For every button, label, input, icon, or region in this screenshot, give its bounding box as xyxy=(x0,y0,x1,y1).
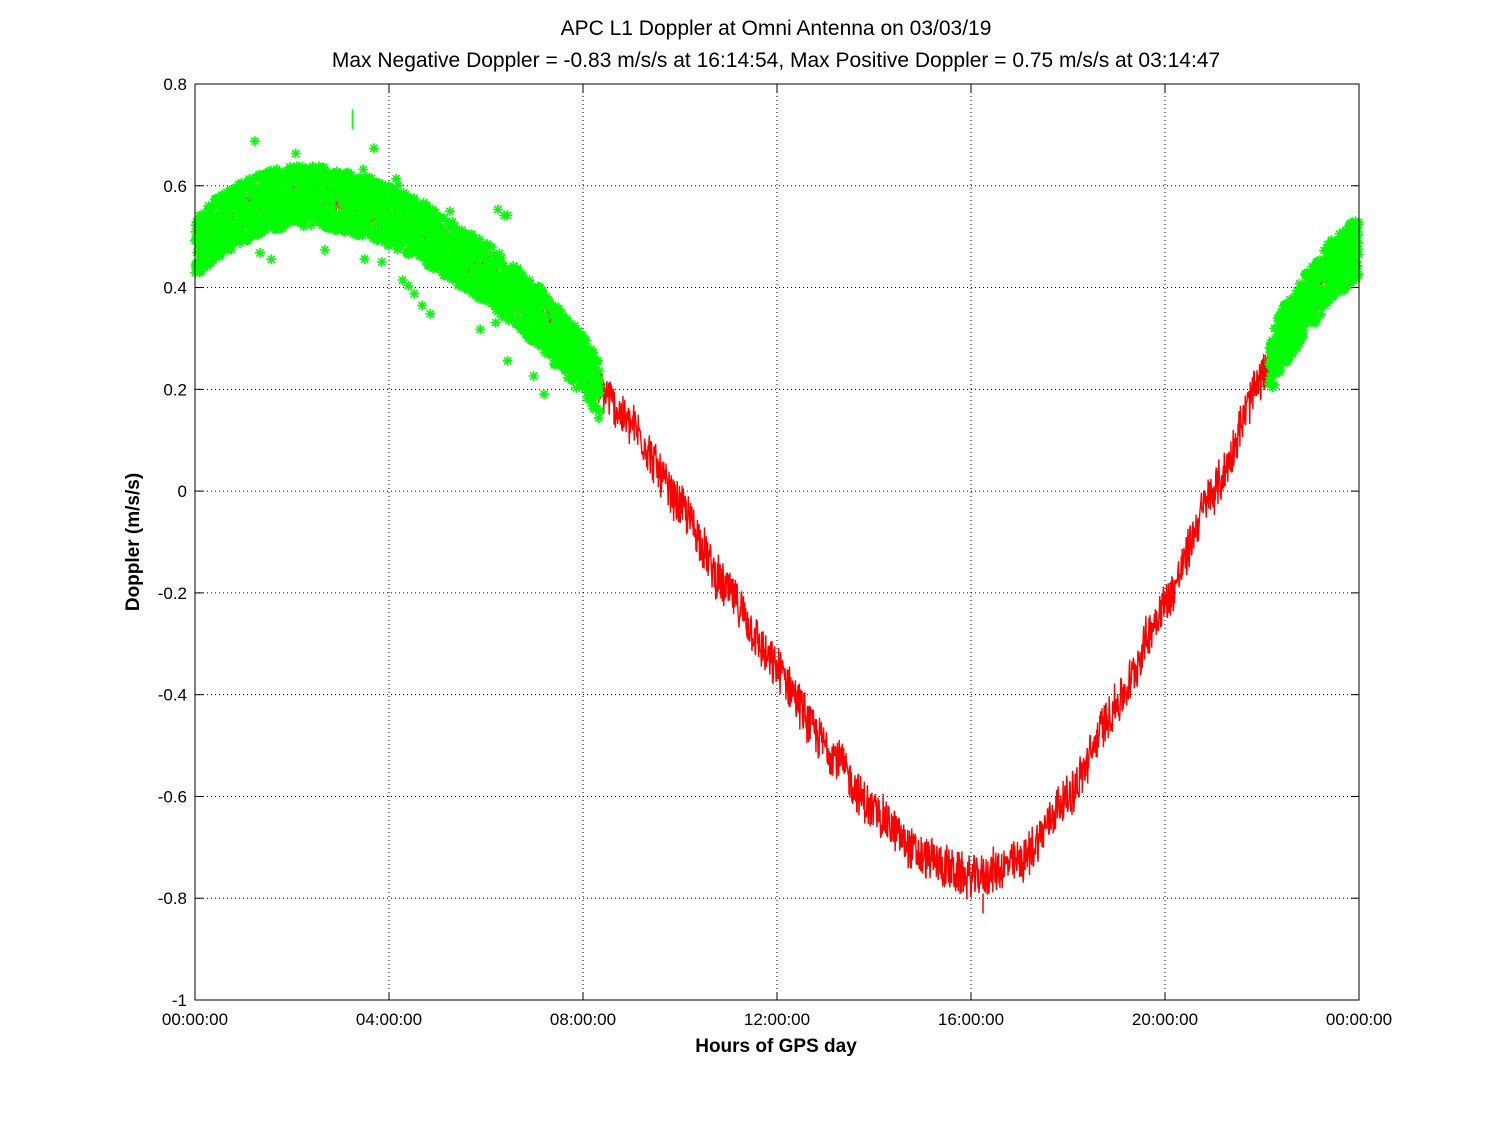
x-tick-label: 00:00:00 xyxy=(1326,1010,1392,1029)
y-tick-label: 0.4 xyxy=(163,279,187,298)
x-axis-label: Hours of GPS day xyxy=(695,1036,857,1057)
x-tick-label: 04:00:00 xyxy=(356,1010,422,1029)
axis-ticks: 00:00:00 04:00:00 08:00:00 12:00:00 16:00:00… xyxy=(158,75,1392,1029)
y-tick-label: -0.8 xyxy=(158,889,187,908)
x-tick-label: 08:00:00 xyxy=(550,1010,616,1029)
y-tick-label: 0 xyxy=(178,482,187,501)
y-tick-label: -0.4 xyxy=(158,686,187,705)
x-tick-label: 00:00:00 xyxy=(162,1010,228,1029)
y-tick-label: -0.2 xyxy=(158,584,187,603)
y-tick-label: 0.8 xyxy=(163,75,187,94)
x-tick-label: 12:00:00 xyxy=(744,1010,810,1029)
y-tick-label: -0.6 xyxy=(158,787,187,806)
chart-title: APC L1 Doppler at Omni Antenna on 03/03/… xyxy=(561,17,992,40)
chart-subtitle: Max Negative Doppler = -0.83 m/s/s at 16… xyxy=(332,49,1220,72)
y-tick-label: 0.2 xyxy=(163,380,187,399)
y-axis-label: Doppler (m/s/s) xyxy=(123,473,144,611)
x-tick-label: 16:00:00 xyxy=(938,1010,1004,1029)
plot-area xyxy=(190,109,1364,914)
y-tick-label: -1 xyxy=(172,991,187,1010)
y-tick-label: 0.6 xyxy=(163,177,187,196)
x-tick-label: 20:00:00 xyxy=(1132,1010,1198,1029)
